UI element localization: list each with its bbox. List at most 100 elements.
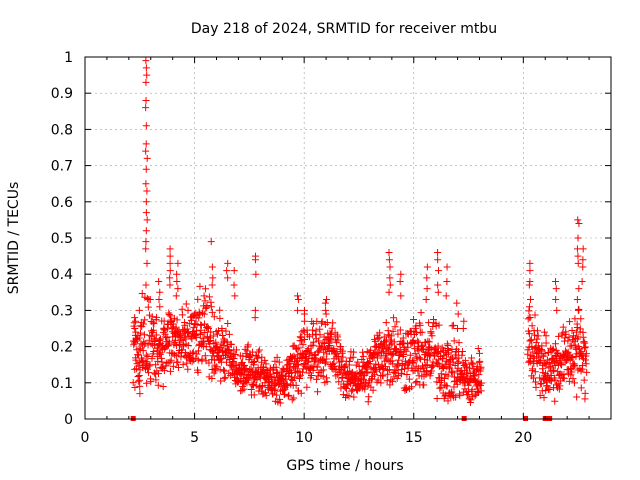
data-point [538, 342, 546, 350]
data-point [132, 356, 140, 364]
data-point [193, 350, 201, 358]
data-point [435, 321, 443, 329]
data-point [397, 292, 405, 300]
data-point [339, 353, 347, 361]
data-point [432, 322, 440, 330]
data-point [409, 336, 417, 344]
data-point [184, 306, 192, 314]
data-point [467, 396, 475, 404]
data-point [154, 357, 162, 365]
data-point [580, 338, 588, 346]
data-point [526, 303, 534, 311]
data-point [525, 307, 533, 315]
data-point [564, 337, 572, 345]
data-point [134, 377, 142, 385]
data-point [181, 321, 189, 329]
data-point [439, 365, 447, 373]
y-tick-label: 0.8 [51, 122, 73, 138]
data-point [317, 319, 325, 327]
data-point [568, 327, 576, 335]
data-point [537, 379, 545, 387]
data-point [288, 373, 296, 381]
data-point [298, 368, 306, 376]
data-point [411, 350, 419, 358]
data-point [477, 387, 485, 395]
data-point [542, 339, 550, 347]
data-point [531, 311, 539, 319]
data-point [541, 350, 549, 358]
data-point [246, 352, 254, 360]
data-point [527, 336, 535, 344]
data-point [179, 361, 187, 369]
data-point [466, 364, 474, 372]
data-point [554, 349, 562, 357]
y-tick-label: 0.3 [51, 303, 73, 319]
data-point [445, 349, 453, 357]
data-point [291, 374, 299, 382]
data-point [199, 334, 207, 342]
data-point [131, 384, 139, 392]
data-point [135, 334, 143, 342]
data-point [243, 379, 251, 387]
data-point [319, 372, 327, 380]
data-point [171, 351, 179, 359]
data-point [142, 180, 150, 188]
data-point [221, 373, 229, 381]
data-point [396, 277, 404, 285]
data-point [200, 310, 208, 318]
data-point [166, 274, 174, 282]
data-point [476, 357, 484, 365]
data-point [386, 263, 394, 271]
data-point [166, 259, 174, 267]
data-point [417, 309, 425, 317]
data-point [297, 389, 305, 397]
data-point [251, 314, 259, 322]
data-point [137, 329, 145, 337]
data-point [389, 377, 397, 385]
data-point [152, 331, 160, 339]
data-point [240, 385, 248, 393]
data-point [292, 381, 300, 389]
data-point [294, 296, 302, 304]
chart-title: Day 218 of 2024, SRMTID for receiver mtb… [191, 21, 497, 37]
data-point [439, 355, 447, 363]
data-point [449, 321, 457, 329]
data-point [382, 363, 390, 371]
x-tick-label: 0 [81, 430, 90, 446]
data-point [312, 327, 320, 335]
data-point [173, 316, 181, 324]
data-point [536, 392, 544, 400]
data-point [156, 336, 164, 344]
data-point [262, 360, 270, 368]
data-point [141, 340, 149, 348]
data-point [397, 270, 405, 278]
data-point [359, 352, 367, 360]
data-point [312, 354, 320, 362]
data-point [387, 336, 395, 344]
data-point [582, 350, 590, 358]
data-point [358, 367, 366, 375]
data-point [192, 334, 200, 342]
data-point [247, 365, 255, 373]
data-point [296, 333, 304, 341]
data-point [147, 340, 155, 348]
data-point [376, 329, 384, 337]
data-point [142, 245, 150, 253]
data-point [262, 392, 270, 400]
data-point [160, 367, 168, 375]
data-point [559, 323, 567, 331]
data-point [301, 317, 309, 325]
data-point [296, 375, 304, 383]
data-point [413, 377, 421, 385]
data-point [224, 274, 232, 282]
y-tick-label: 0.4 [51, 267, 73, 283]
data-point [231, 362, 239, 370]
data-point [314, 388, 322, 396]
data-point [180, 333, 188, 341]
data-point [213, 352, 221, 360]
data-point [428, 367, 436, 375]
data-point [412, 379, 420, 387]
data-point [163, 333, 171, 341]
data-point [526, 277, 534, 285]
